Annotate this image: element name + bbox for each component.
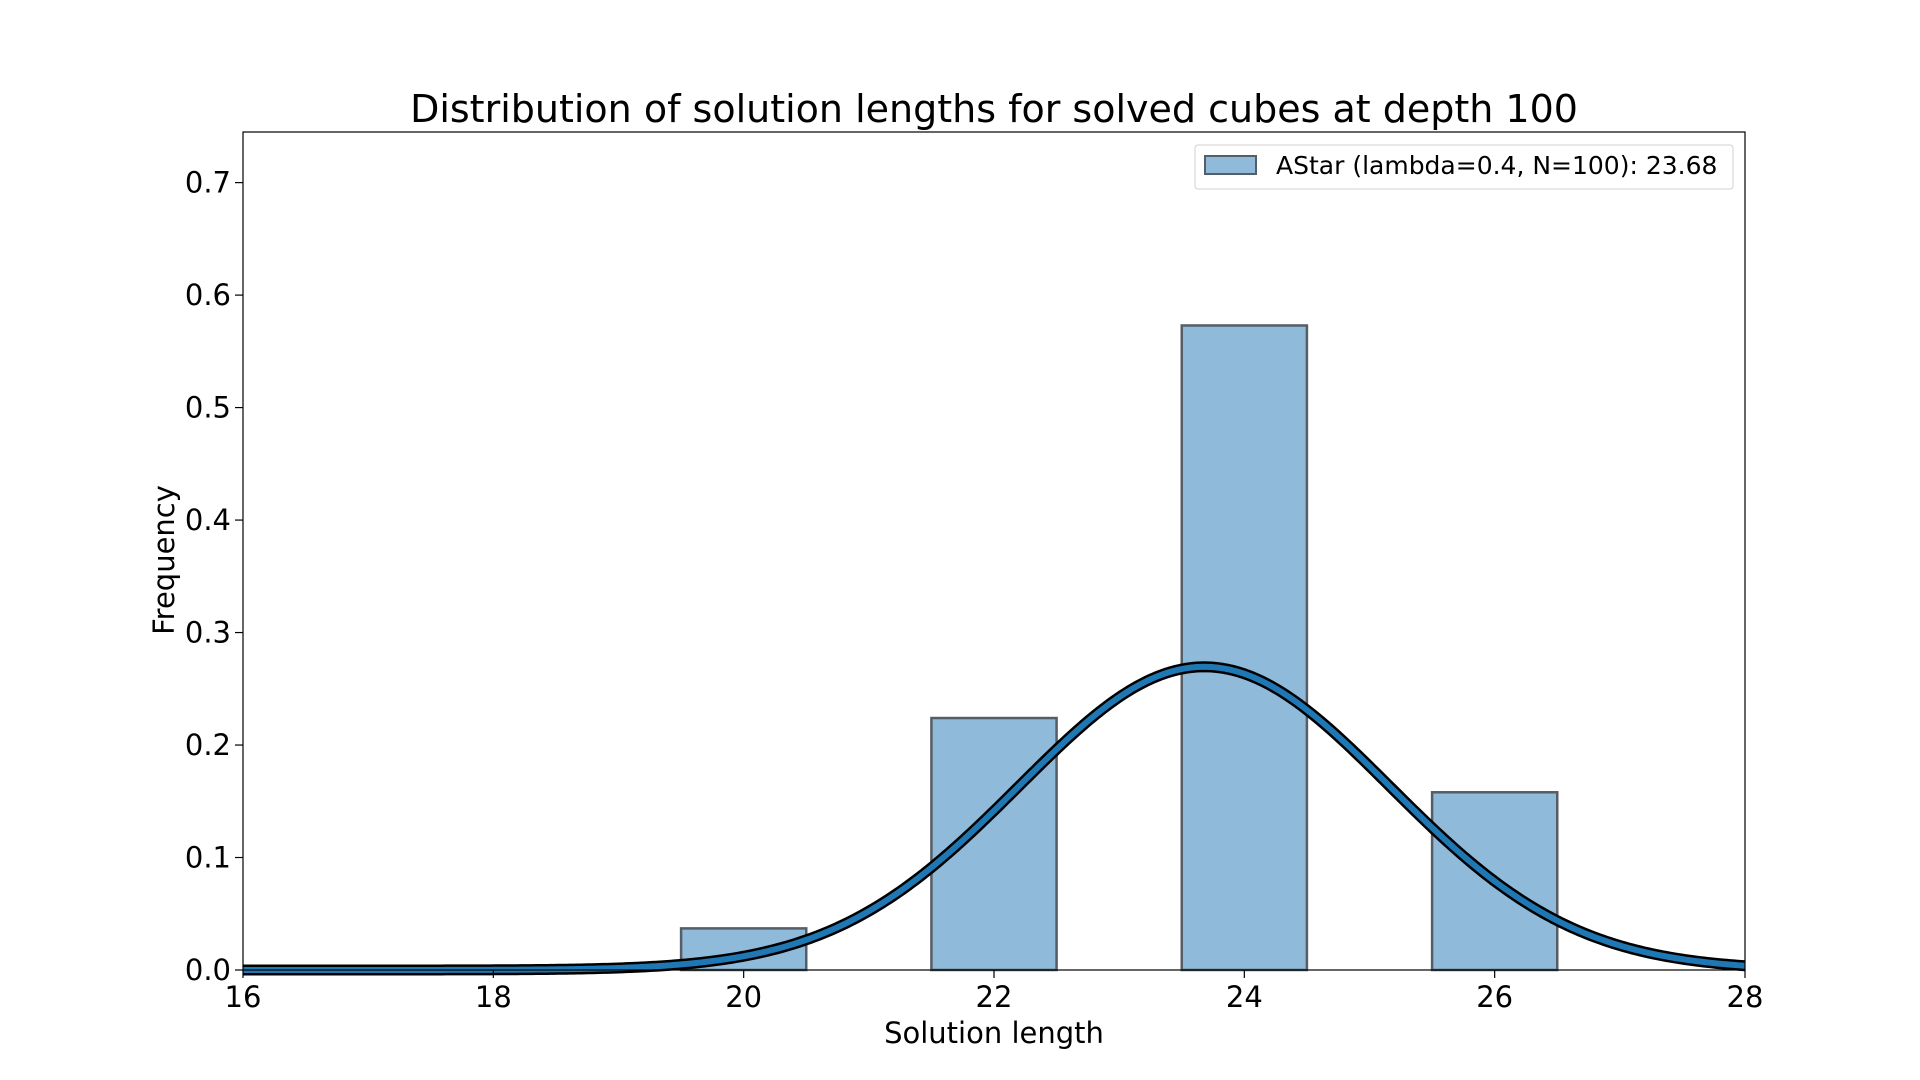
bar-22 bbox=[930, 716, 1058, 972]
y-tick-label-0.3: 0.3 bbox=[185, 616, 231, 650]
y-tick-label-0.4: 0.4 bbox=[185, 503, 231, 537]
y-tick-label-0.7: 0.7 bbox=[185, 166, 231, 200]
x-axis-label: Solution length bbox=[884, 1016, 1104, 1050]
legend: AStar (lambda=0.4, N=100): 23.68 bbox=[1194, 144, 1734, 190]
legend-label: AStar (lambda=0.4, N=100): 23.68 bbox=[1276, 151, 1717, 180]
x-tick-label-24: 24 bbox=[1226, 980, 1263, 1014]
x-tick-label-20: 20 bbox=[725, 980, 762, 1014]
y-tick-label-0.6: 0.6 bbox=[185, 278, 231, 312]
x-tick-label-22: 22 bbox=[976, 980, 1013, 1014]
histogram-bars bbox=[679, 324, 1559, 972]
bar-24 bbox=[1180, 324, 1309, 972]
y-tick-label-0.5: 0.5 bbox=[185, 391, 231, 425]
x-tick-label-18: 18 bbox=[475, 980, 512, 1014]
y-axis-label: Frequency bbox=[147, 485, 181, 635]
x-tick-label-16: 16 bbox=[225, 980, 262, 1014]
y-tick-label-0.0: 0.0 bbox=[185, 953, 231, 987]
legend-box bbox=[1194, 144, 1734, 190]
x-tick-label-26: 26 bbox=[1476, 980, 1513, 1014]
x-tick-label-28: 28 bbox=[1727, 980, 1764, 1014]
axis-ticks: 16 18 20 22 24 26 28 0.0 0.1 0.2 0.3 0.4 0.5 0.6 0.7 bbox=[185, 166, 1764, 1014]
y-tick-label-0.2: 0.2 bbox=[185, 728, 231, 762]
y-tick-label-0.1: 0.1 bbox=[185, 841, 231, 875]
legend-swatch bbox=[1204, 155, 1257, 175]
chart-title: Distribution of solution lengths for sol… bbox=[410, 87, 1578, 131]
